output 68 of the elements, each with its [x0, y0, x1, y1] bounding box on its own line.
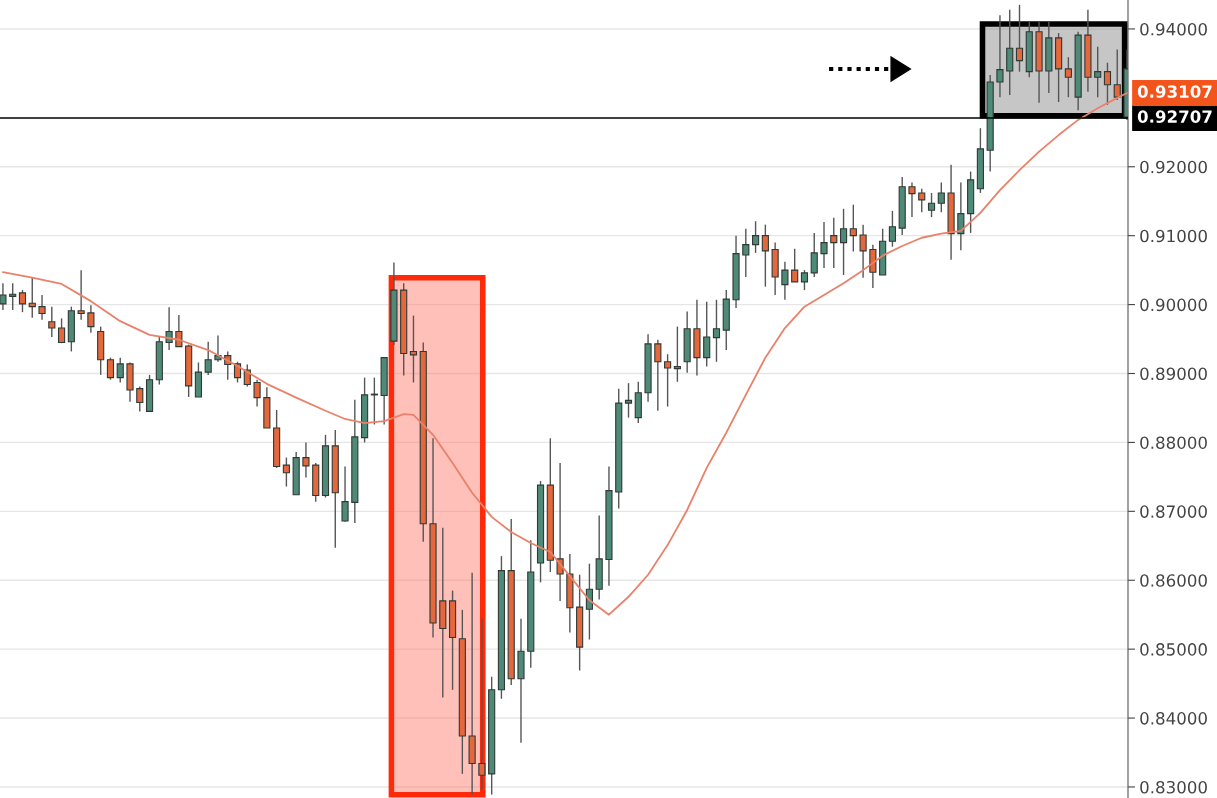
candlestick: [673, 325, 681, 383]
y-tick-label: 0.90000: [1140, 298, 1207, 312]
candlestick: [761, 223, 769, 288]
y-tick-label: 0.85000: [1140, 643, 1207, 656]
y-tick-label: 0.91000: [1140, 229, 1207, 243]
candlestick: [1094, 46, 1102, 98]
candlestick: [810, 232, 818, 278]
candlestick: [830, 217, 838, 269]
candlestick: [409, 314, 418, 384]
candlestick: [116, 356, 124, 384]
candlestick: [282, 456, 290, 488]
candlestick: [165, 306, 173, 351]
y-tick-label: 0.84000: [1140, 712, 1207, 725]
candlestick: [849, 203, 857, 253]
candlestick: [175, 314, 183, 348]
candlestick: [253, 379, 261, 408]
candlestick: [800, 269, 809, 291]
candlestick: [9, 282, 17, 311]
candlestick: [859, 223, 867, 279]
candlestick: [1015, 4, 1024, 73]
candlestick: [204, 341, 212, 376]
candlestick: [302, 441, 310, 479]
candlestick: [136, 385, 144, 413]
candlestick: [38, 294, 46, 321]
candlestick: [77, 269, 85, 321]
candlestick: [624, 382, 633, 419]
candlestick: [957, 181, 965, 251]
candlestick: [664, 353, 672, 408]
text: 0.93107: [1137, 85, 1212, 98]
candlestick: [791, 248, 799, 283]
y-tick-label: 0.94000: [1140, 22, 1207, 36]
y-tick-label: 0.83000: [1140, 780, 1207, 794]
candlestick: [996, 14, 1004, 98]
candlestick: [820, 221, 828, 269]
candlestick: [654, 339, 662, 412]
candlestick: [341, 465, 349, 523]
candlestick: [87, 304, 95, 334]
candlestick: [1006, 8, 1014, 96]
candlestick: [28, 277, 36, 319]
candlestick: [927, 192, 936, 218]
candlestick: [18, 289, 27, 313]
candlestick: [1103, 62, 1112, 106]
y-tick-label: 0.92000: [1140, 160, 1207, 174]
candlestick: [869, 243, 877, 289]
candlestick: [556, 462, 564, 602]
candlestick: [1113, 48, 1121, 101]
candlestick: [839, 208, 848, 276]
candlestick: [751, 220, 760, 254]
candlestick: [0, 282, 7, 311]
candlestick: [918, 188, 926, 213]
candlestick: [478, 618, 486, 791]
y-tick-label: 0.88000: [1140, 436, 1207, 449]
candlestick: [703, 301, 711, 368]
candlestick: [781, 261, 789, 301]
y-tick-label: 0.87000: [1140, 505, 1207, 518]
candlestick: [106, 356, 115, 381]
y-tick-label: 0.86000: [1140, 574, 1207, 587]
ref-line-label: 0.92707: [1137, 110, 1212, 123]
candlestick: [57, 317, 66, 344]
candlestick: [1064, 56, 1072, 98]
candlestick: [48, 305, 56, 338]
candlestick: [712, 299, 721, 363]
y-tick-label: 0.89000: [1140, 367, 1207, 381]
candlestick: [370, 376, 378, 426]
candlestick: [888, 210, 897, 248]
candlestick: [742, 228, 750, 278]
candlestick: [937, 181, 945, 213]
candlestick: [908, 181, 916, 218]
